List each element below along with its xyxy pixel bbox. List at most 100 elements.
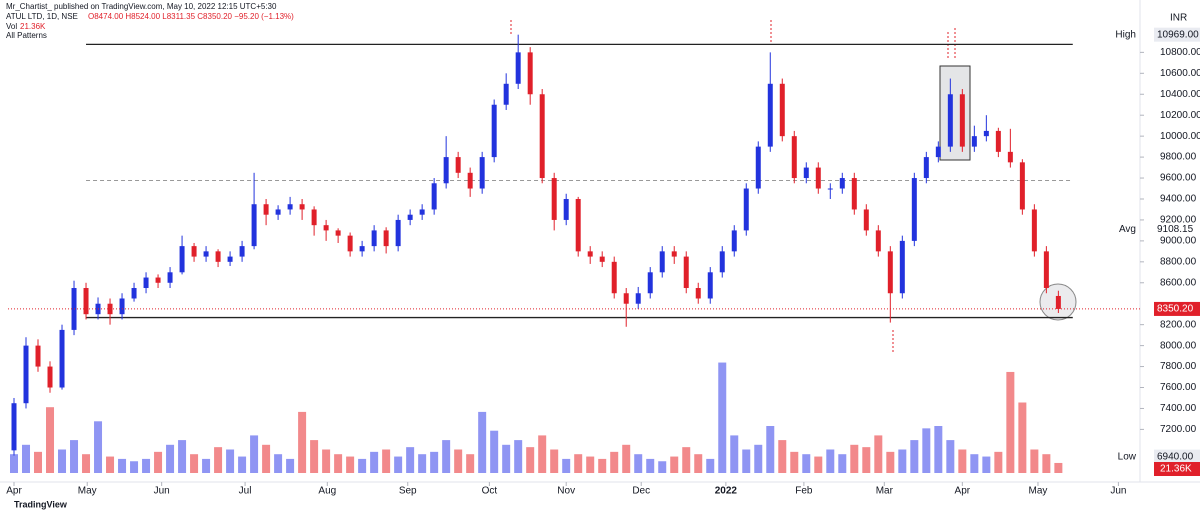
y-tick-label: 9600.00 [1160, 173, 1197, 184]
candle-body [35, 345, 41, 367]
candle-body [251, 204, 257, 247]
candle-body [191, 246, 197, 257]
candle-body [323, 225, 329, 231]
candle-body [359, 246, 365, 252]
volume-bar [994, 451, 1003, 473]
volume-bar [898, 449, 907, 473]
candle-body [539, 94, 545, 179]
volume-bar [802, 454, 811, 473]
volume-bar [610, 451, 619, 473]
x-tick-label: Aug [318, 486, 336, 497]
candle-body [431, 183, 437, 210]
candle-body [347, 235, 353, 252]
candle-body [443, 157, 449, 184]
volume-bar [586, 456, 595, 473]
candle-body [719, 251, 725, 273]
x-tick-label: Jun [1110, 486, 1126, 497]
candle-body [263, 204, 269, 215]
candle-body [959, 94, 965, 147]
candle-body [47, 366, 53, 388]
candle-body [407, 214, 413, 220]
volume-bar [754, 444, 763, 473]
volume-bar [1054, 462, 1063, 473]
volume-bar [1030, 449, 1039, 473]
volume-bar [34, 451, 43, 473]
volume-bar [634, 454, 643, 473]
candle-body [299, 204, 305, 210]
volume-bar [394, 456, 403, 473]
patterns-label: All Patterns [6, 31, 47, 40]
x-tick-label: Jun [154, 486, 170, 497]
y-tick-label: 7600.00 [1160, 382, 1197, 393]
footer: TradingView [14, 499, 68, 509]
volume-bar [286, 458, 295, 473]
candle-body [923, 157, 929, 179]
candle-body [635, 293, 641, 304]
volume-bar [970, 454, 979, 473]
volume-bar [418, 454, 427, 473]
marker-box [1154, 27, 1200, 42]
volume-bar [142, 458, 151, 473]
candle-body [623, 293, 629, 304]
volume-bar [538, 435, 547, 473]
candle-body [479, 157, 485, 189]
marker-name: High [1115, 29, 1136, 40]
candle-body [803, 167, 809, 179]
volume-bar [70, 440, 79, 473]
y-tick-label: 10000.00 [1160, 131, 1200, 142]
volume-bar [154, 451, 163, 473]
candle-body [1031, 209, 1037, 252]
candle-body [335, 230, 341, 236]
y-tick-label: 9400.00 [1160, 194, 1197, 205]
candle-body [203, 251, 209, 257]
candle-body [983, 130, 989, 137]
volume-bar [46, 407, 55, 473]
candle-body [779, 83, 785, 137]
marker-box [1154, 449, 1200, 464]
volume-bar [874, 435, 883, 473]
candle-body [599, 256, 605, 262]
candle-body [875, 230, 881, 252]
candle-body [743, 188, 749, 231]
x-tick-label: 2022 [715, 486, 738, 497]
volume-bar [310, 440, 319, 473]
volume-bar [646, 458, 655, 473]
volume-bar [514, 440, 523, 473]
candle-body [155, 277, 161, 283]
candle-body [755, 146, 761, 189]
volume-bar [502, 444, 511, 473]
volume-bar [466, 454, 475, 473]
candle-body [671, 251, 677, 257]
volume-bar [682, 447, 691, 473]
volume-bar [382, 449, 391, 473]
volume-bar [166, 444, 175, 473]
volume-bar [190, 454, 199, 473]
y-tick-label: 9000.00 [1160, 236, 1197, 247]
volume-bar [562, 458, 571, 473]
candle-body [1007, 151, 1013, 163]
volume-marker-box [1154, 462, 1200, 476]
candle-body [515, 52, 521, 84]
y-tick-label: 7400.00 [1160, 403, 1197, 414]
y-tick-label: 10200.00 [1160, 110, 1200, 121]
volume-bar [106, 456, 115, 473]
volume-bar [790, 451, 799, 473]
volume-bar [370, 451, 379, 473]
candle-body [815, 167, 821, 189]
volume-bar [1006, 371, 1015, 473]
volume-title: Vol [6, 22, 17, 31]
candle-body [23, 345, 29, 404]
volume-bar [850, 444, 859, 473]
volume-bar [922, 428, 931, 473]
candle-body [851, 178, 857, 210]
volume-text: 21.36K [20, 22, 46, 31]
volume-bar [454, 449, 463, 473]
volume-bar [814, 456, 823, 473]
candle-body [179, 246, 185, 273]
candle-body [563, 198, 569, 220]
candle-body [647, 272, 653, 294]
x-tick-label: Dec [632, 486, 650, 497]
x-tick-label: May [78, 486, 97, 497]
candle-body [119, 298, 125, 315]
